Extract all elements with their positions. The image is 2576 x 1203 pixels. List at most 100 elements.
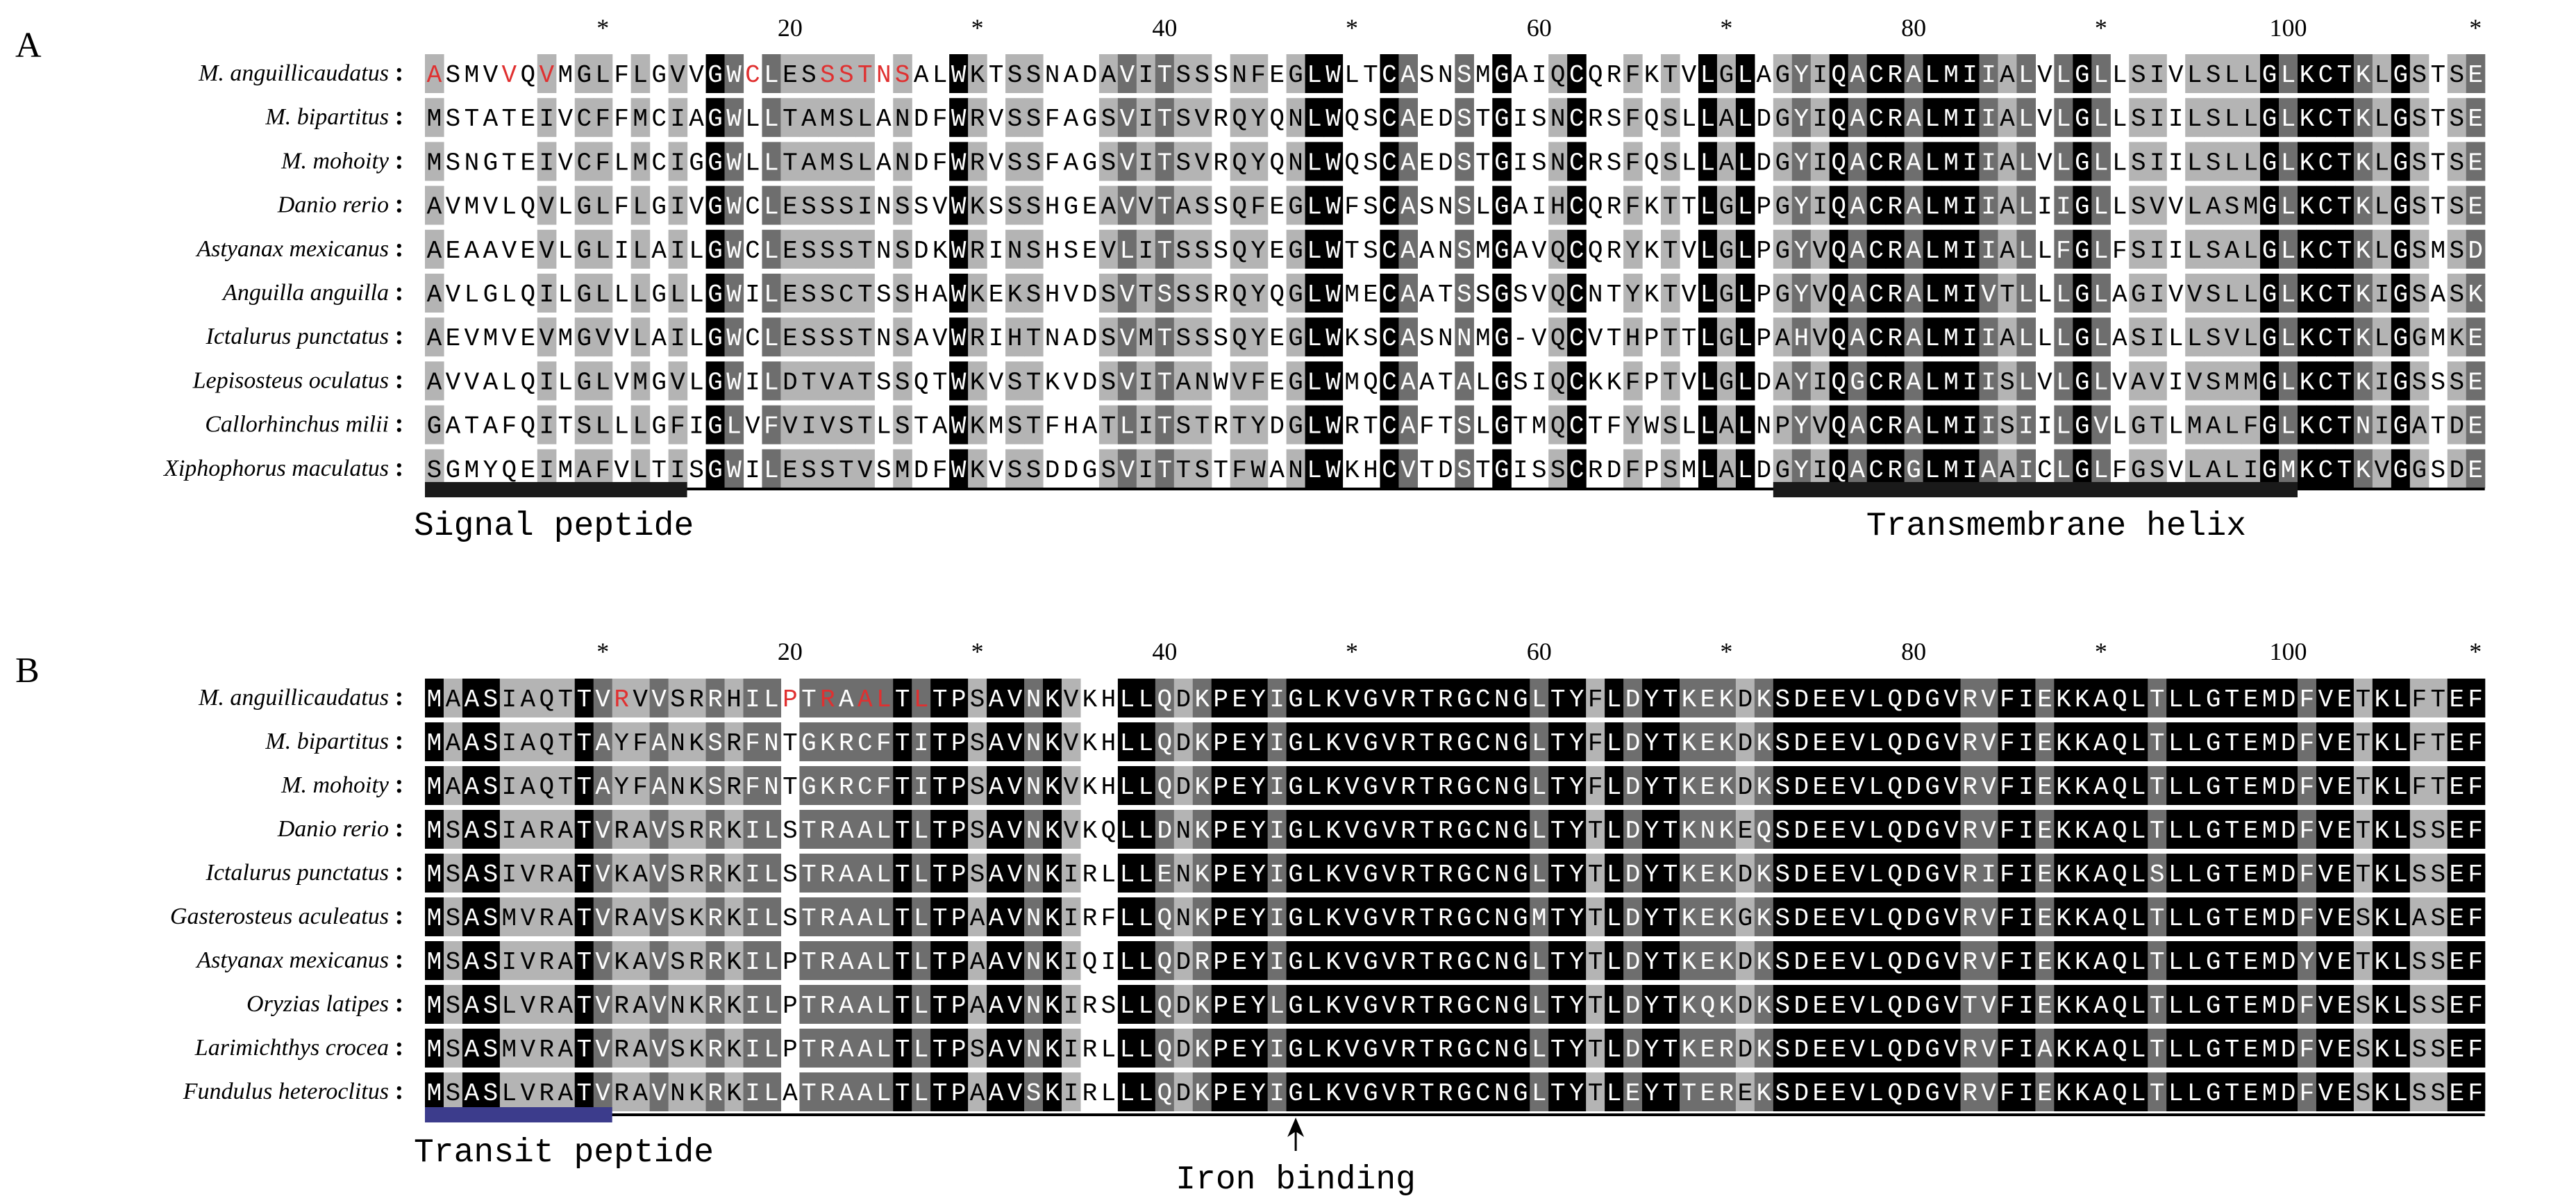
residue: K bbox=[2468, 281, 2483, 309]
residue: A bbox=[2000, 149, 2015, 177]
residue: R bbox=[1588, 149, 1603, 177]
residue: F bbox=[2056, 237, 2071, 265]
residue: Q bbox=[1887, 773, 1902, 802]
conservation-cell bbox=[1117, 229, 1137, 269]
residue: A bbox=[1981, 456, 1996, 485]
residue: E bbox=[2037, 817, 2052, 845]
residue: T bbox=[558, 686, 573, 714]
residue: T bbox=[2337, 105, 2352, 133]
residue: W bbox=[1325, 149, 1341, 177]
residue: K bbox=[726, 817, 742, 845]
residue: G bbox=[708, 149, 723, 177]
conservation-cell bbox=[1716, 54, 1737, 93]
conservation-cell bbox=[799, 229, 819, 269]
conservation-cell bbox=[1155, 229, 1175, 269]
residue: F bbox=[2000, 729, 2015, 758]
residue: T bbox=[2430, 193, 2445, 222]
residue: G bbox=[1925, 729, 1940, 758]
residue: Q bbox=[2112, 729, 2127, 758]
residue: M bbox=[1532, 904, 1547, 933]
residue: M bbox=[1532, 413, 1547, 441]
residue: S bbox=[2412, 149, 2427, 177]
residue: Q bbox=[2112, 817, 2127, 845]
residue: T bbox=[1550, 729, 1566, 758]
residue: Q bbox=[2112, 904, 2127, 933]
residue: E bbox=[1831, 686, 1846, 714]
residue: Q bbox=[1269, 281, 1285, 309]
residue: S bbox=[876, 456, 892, 485]
conservation-cell bbox=[630, 98, 651, 138]
residue: L bbox=[2187, 992, 2202, 1020]
residue: T bbox=[1663, 193, 1678, 222]
conservation-cell bbox=[537, 54, 557, 93]
alignment-row: Gasterosteus aculeatus: M S A S M V R A T V R A V S K R K… bbox=[170, 897, 2486, 936]
residue: R bbox=[820, 904, 835, 933]
residue: L bbox=[858, 149, 873, 177]
residue: T bbox=[558, 413, 573, 441]
residue: T bbox=[2337, 324, 2352, 353]
residue: S bbox=[970, 1036, 985, 1064]
residue: V bbox=[1120, 456, 1135, 485]
feature-label: Transmembrane helix bbox=[1866, 508, 2246, 545]
residue: K bbox=[1082, 773, 1098, 802]
residue: A bbox=[1719, 413, 1734, 441]
residue: K bbox=[2300, 413, 2315, 441]
residue: N bbox=[1026, 948, 1042, 977]
residue: L bbox=[1925, 237, 1940, 265]
residue: K bbox=[2056, 904, 2071, 933]
residue: G bbox=[1775, 61, 1791, 90]
residue: Y bbox=[1569, 904, 1584, 933]
residue: L bbox=[1532, 1036, 1547, 1064]
residue: E bbox=[1232, 1036, 1247, 1064]
residue: A bbox=[2112, 281, 2127, 309]
residue: S bbox=[895, 368, 910, 397]
residue: A bbox=[839, 817, 854, 845]
residue: P bbox=[1775, 413, 1791, 441]
residue: I bbox=[989, 324, 1004, 353]
conservation-cell bbox=[593, 98, 613, 138]
residue: G bbox=[2393, 324, 2409, 353]
residue: A bbox=[1850, 193, 1865, 222]
species-name: M. anguillicaudatus bbox=[198, 60, 389, 86]
residue: S bbox=[1457, 61, 1472, 90]
residue: D bbox=[1625, 904, 1641, 933]
residue: I bbox=[1532, 368, 1547, 397]
residue: R bbox=[614, 817, 629, 845]
residue: G bbox=[2393, 368, 2409, 397]
residue: E bbox=[521, 149, 536, 177]
residue: V bbox=[1344, 948, 1360, 977]
residue: T bbox=[1588, 413, 1603, 441]
residue: L bbox=[2018, 149, 2034, 177]
residue: C bbox=[576, 149, 592, 177]
residue: Q bbox=[1887, 904, 1902, 933]
residue: V bbox=[1981, 817, 1996, 845]
residue: E bbox=[2449, 992, 2464, 1020]
feature-label: Transit peptide bbox=[414, 1134, 714, 1172]
residue: I bbox=[1962, 149, 1977, 177]
conservation-cell bbox=[1305, 142, 1325, 181]
residue: T bbox=[2225, 686, 2240, 714]
residue: P bbox=[1213, 773, 1228, 802]
residue: R bbox=[1607, 193, 1622, 222]
residue: L bbox=[2131, 1036, 2146, 1064]
residue: L bbox=[2393, 992, 2409, 1020]
residue: V bbox=[1850, 948, 1865, 977]
residue: I bbox=[1269, 729, 1285, 758]
residue: L bbox=[764, 817, 779, 845]
conservation-cell bbox=[1323, 229, 1344, 269]
conservation-cell bbox=[2241, 54, 2261, 93]
residue: L bbox=[1120, 817, 1135, 845]
conservation-cell bbox=[537, 98, 557, 138]
residue: V bbox=[1064, 686, 1079, 714]
residue: L bbox=[1475, 413, 1491, 441]
residue: L bbox=[1700, 413, 1716, 441]
ruler-tick: 100 bbox=[2270, 638, 2307, 665]
residue: P bbox=[783, 1036, 798, 1064]
alignment-row: M. bipartitus: M S T A T E I V C F F M C I A G W L L T A M S L A N… bbox=[265, 98, 2486, 138]
residue: Q bbox=[1757, 817, 1772, 845]
residue: R bbox=[1607, 61, 1622, 90]
residue: F bbox=[2468, 861, 2483, 889]
residue: K bbox=[2356, 105, 2371, 133]
residue: D bbox=[1793, 773, 1809, 802]
residue: I bbox=[1139, 105, 1154, 133]
